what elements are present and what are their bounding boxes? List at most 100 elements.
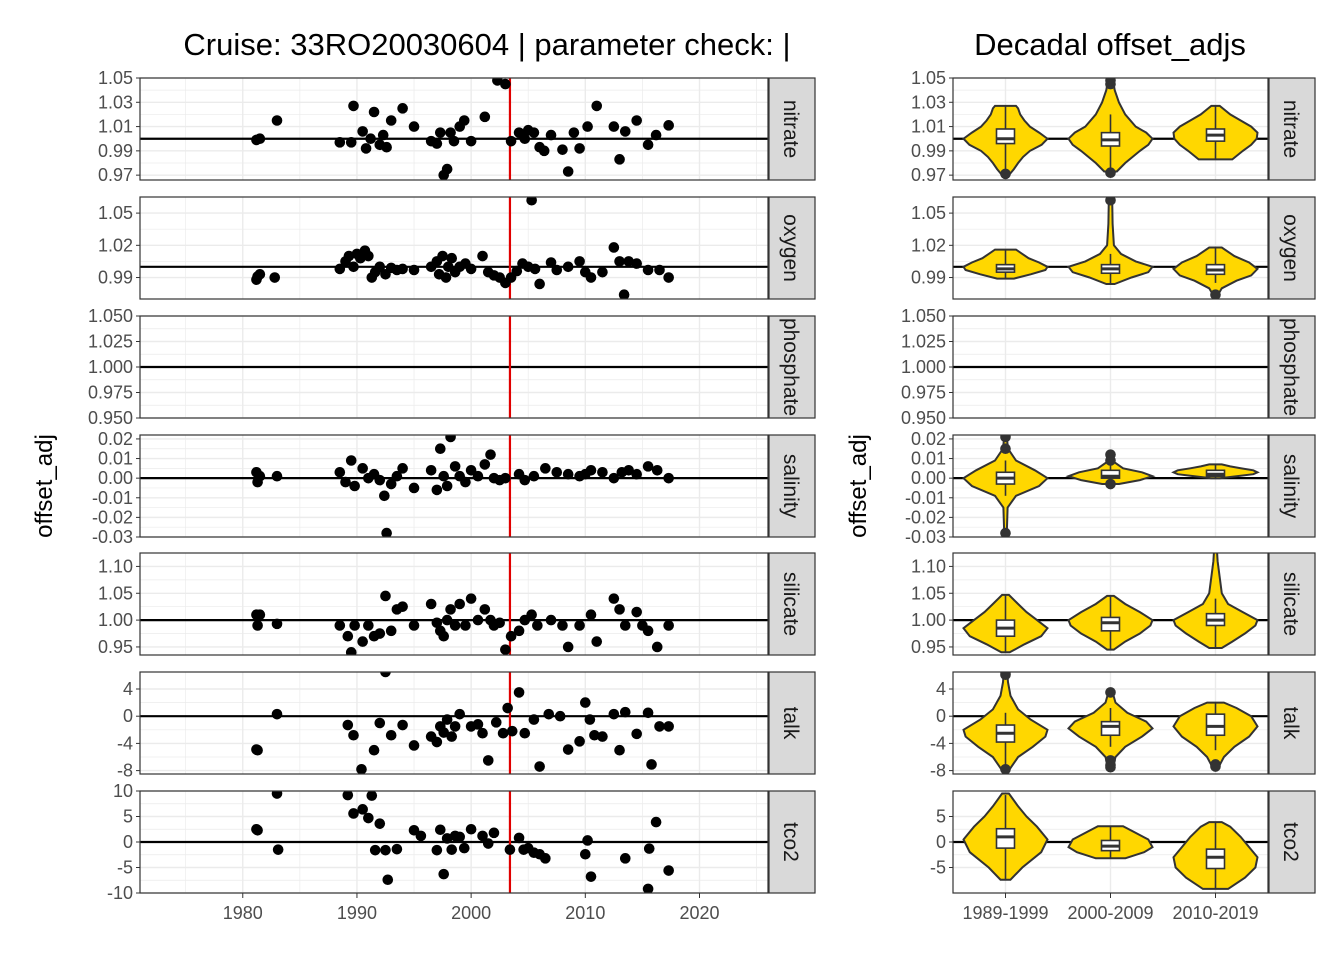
data-point (528, 714, 540, 725)
right-panel-salinity: -0.03-0.02-0.010.000.010.02 salinity (905, 429, 1316, 547)
right-panel-nitrate-y-tick-label: 1.03 (911, 92, 946, 112)
left-panel-silicate-y-tick-label: 1.00 (98, 610, 133, 630)
right-panel-nitrate-y-tick-label: 0.99 (911, 141, 946, 161)
left-panel-silicate-points (251, 590, 674, 655)
right-chart-title: Decadal offset_adjs (974, 27, 1246, 62)
data-point (385, 729, 397, 741)
left-panel-salinity: -0.03-0.02-0.010.000.010.02 salinity (92, 429, 816, 547)
right-panel-oxygen: 0.99 1.02 1.05 oxygen (911, 196, 1316, 300)
data-point (642, 625, 654, 637)
outlier-point (1000, 527, 1011, 537)
data-point (446, 731, 458, 742)
right-panel-silicate-y-tick-label: 0.95 (911, 637, 946, 657)
right-panel-silicate-y-tick-label: 1.00 (911, 610, 946, 630)
outlier-point (1105, 761, 1116, 773)
data-point (650, 129, 662, 141)
right-panel-talk: -8 -4 0 4 talk (930, 671, 1316, 781)
left-panel-talk-panel-border (139, 671, 769, 775)
data-point (379, 490, 390, 502)
left-panel-silicate-strip-label: silicate (779, 572, 802, 636)
right-panel-silicate-panel-border (952, 552, 1269, 656)
data-point (334, 620, 346, 631)
left-panel-silicate-y-tick-label: 1.10 (98, 556, 133, 576)
data-point (374, 261, 386, 273)
left-panel-salinity-y-tick-label: 0.02 (98, 429, 133, 449)
left-panel-salinity-strip-label: salinity (779, 454, 802, 519)
data-point (465, 135, 477, 147)
left-panel-nitrate-panel-border (139, 77, 769, 181)
data-point (619, 853, 631, 864)
data-point (465, 823, 477, 835)
data-point (505, 630, 517, 642)
left-panel-talk-y-tick-label: -8 (117, 761, 133, 781)
data-point (382, 874, 394, 886)
right-panel-oxygen-strip (1268, 196, 1316, 300)
data-point (490, 717, 502, 728)
data-point (460, 620, 471, 631)
box-iqr (1205, 713, 1226, 737)
left-panel-silicate-panel-border (139, 552, 769, 656)
data-point (340, 476, 351, 488)
data-point (663, 620, 674, 631)
data-point (485, 449, 496, 460)
data-point (654, 264, 665, 276)
data-point (441, 163, 453, 175)
outlier-point (1000, 435, 1011, 443)
data-point (562, 261, 574, 273)
data-point (397, 463, 408, 474)
data-point (654, 721, 665, 732)
data-point (614, 604, 625, 615)
data-point (557, 620, 568, 631)
outlier-point (1105, 687, 1116, 698)
data-point (334, 263, 346, 275)
right-panel-silicate-y-tick-label: 1.10 (911, 556, 946, 576)
data-point (454, 598, 466, 610)
left-panel-phosphate-panel-border (139, 315, 769, 419)
data-point (454, 708, 466, 720)
data-point (513, 687, 525, 698)
left-panel-oxygen-panel-border (139, 196, 769, 300)
data-point (562, 166, 574, 177)
left-panel-talk-y-tick-label: 0 (123, 706, 133, 726)
right-panel-salinity-y-tick-label: -0.01 (905, 488, 946, 508)
right-panel-oxygen-violins (962, 197, 1260, 299)
data-point (374, 818, 386, 829)
data-point (591, 636, 603, 647)
left-chart-title: Cruise: 33RO20030604 | parameter check: … (183, 27, 790, 62)
data-point (479, 459, 491, 470)
data-point (397, 719, 408, 731)
data-point (408, 740, 420, 751)
data-point (357, 804, 368, 815)
right-panel-silicate-violins (962, 553, 1259, 654)
data-point (252, 824, 263, 836)
data-point (385, 115, 397, 126)
data-point (618, 289, 630, 299)
right-panel-salinity-y-tick-label: 0.00 (911, 468, 946, 488)
data-point (374, 474, 386, 486)
data-point (545, 257, 557, 268)
right-panel-nitrate-y-tick-label: 1.01 (911, 117, 946, 137)
data-point (574, 143, 585, 154)
right-panel-oxygen-y-tick-label: 0.99 (911, 268, 946, 288)
data-point (608, 121, 620, 132)
data-point (529, 263, 541, 275)
data-point (271, 115, 283, 126)
left-panel-phosphate: 0.950 0.975 1.000 1.025 1.050 phosphate (88, 306, 816, 428)
right-panel-salinity-strip (1268, 434, 1316, 538)
data-point (449, 620, 461, 631)
box-iqr (1100, 720, 1121, 737)
data-point (472, 470, 484, 482)
data-point (380, 672, 391, 678)
data-point (574, 256, 585, 267)
right-panel-salinity-y-tick-label: -0.03 (905, 527, 946, 547)
left-panel-salinity-points (251, 435, 674, 537)
right-panel-oxygen-strip-label: oxygen (1279, 214, 1302, 282)
left-x-tick-label: 2000 (451, 903, 491, 923)
data-point (254, 133, 266, 145)
data-point (597, 266, 608, 278)
left-panel-talk-strip (768, 671, 816, 775)
data-point (562, 744, 574, 755)
data-point (438, 470, 450, 482)
data-point (272, 844, 284, 855)
